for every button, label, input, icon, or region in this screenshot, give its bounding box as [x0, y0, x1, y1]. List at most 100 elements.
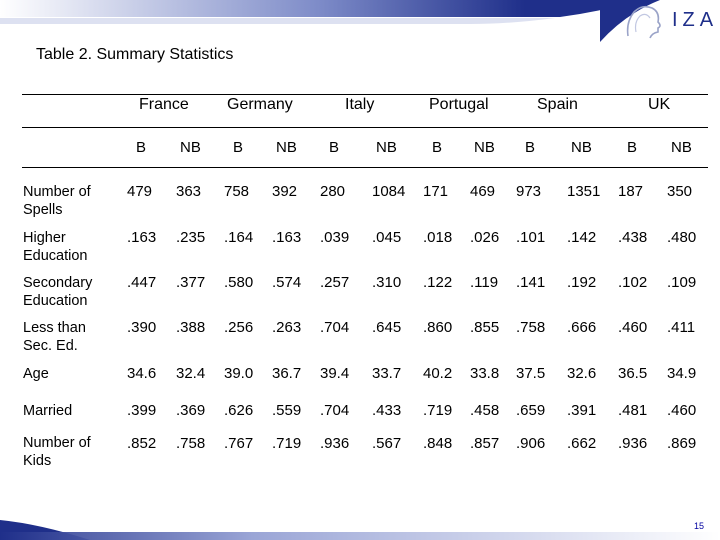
table-cell: .704 — [320, 319, 350, 336]
table-cell: 40.2 — [423, 365, 453, 382]
table-cell: 34.9 — [667, 365, 697, 382]
country-header: Germany — [227, 96, 293, 113]
table-cell: .460 — [667, 402, 697, 419]
table-cell: .860 — [423, 319, 453, 336]
table-cell: .018 — [423, 229, 453, 246]
table-cell: 479 — [127, 183, 153, 200]
row-label: Higher Education — [23, 229, 123, 265]
table-cell: .480 — [667, 229, 697, 246]
table-cell: 32.4 — [176, 365, 206, 382]
row-label-line: Sec. Ed. — [23, 338, 78, 354]
row-label-line: Number of — [23, 184, 91, 200]
table-cell: .377 — [176, 274, 206, 291]
top-banner — [0, 0, 720, 42]
row-label-line: Education — [23, 293, 88, 309]
table-cell: 39.0 — [224, 365, 254, 382]
table-cell: .767 — [224, 435, 254, 452]
row-label-line: Kids — [23, 453, 52, 469]
table-cell: 469 — [470, 183, 496, 200]
iza-logo-icon — [626, 5, 661, 39]
row-label-line: Education — [23, 248, 88, 264]
column-subheader: NB — [376, 139, 397, 156]
table-cell: .869 — [667, 435, 697, 452]
table-cell: .758 — [516, 319, 546, 336]
row-label: Age — [23, 365, 123, 383]
table-cell: .645 — [372, 319, 402, 336]
table-cell: 973 — [516, 183, 542, 200]
table-cell: 171 — [423, 183, 449, 200]
table-cell: .662 — [567, 435, 597, 452]
table-cell: .704 — [320, 402, 350, 419]
table-cell: 392 — [272, 183, 298, 200]
table-cell: .399 — [127, 402, 157, 419]
row-label: Less than Sec. Ed. — [23, 319, 123, 355]
row-label-line: Age — [23, 366, 49, 382]
row-label-line: Number of — [23, 435, 91, 451]
table-cell: .369 — [176, 402, 206, 419]
table-cell: 36.5 — [618, 365, 648, 382]
table-cell: .906 — [516, 435, 546, 452]
table-cell: .852 — [127, 435, 157, 452]
table-cell: .164 — [224, 229, 254, 246]
column-subheader: NB — [571, 139, 592, 156]
table-cell: .388 — [176, 319, 206, 336]
table-cell: .310 — [372, 274, 402, 291]
table-cell: 37.5 — [516, 365, 546, 382]
table-cell: 32.6 — [567, 365, 597, 382]
table-cell: .141 — [516, 274, 546, 291]
table-cell: .666 — [567, 319, 597, 336]
table-cell: .235 — [176, 229, 206, 246]
table-cell: 363 — [176, 183, 202, 200]
table-cell: .026 — [470, 229, 500, 246]
table-cell: 187 — [618, 183, 644, 200]
table-cell: .433 — [372, 402, 402, 419]
table-cell: .719 — [272, 435, 302, 452]
table-cell: 36.7 — [272, 365, 302, 382]
table-cell: .719 — [423, 402, 453, 419]
table-cell: .848 — [423, 435, 453, 452]
table-cell: .045 — [372, 229, 402, 246]
slide-number: 15 — [693, 521, 704, 531]
logo-text: IZA — [672, 9, 719, 31]
column-subheader: B — [329, 139, 340, 156]
column-subheader: NB — [276, 139, 297, 156]
row-label: Married — [23, 402, 123, 420]
column-subheader: B — [432, 139, 443, 156]
table-cell: .102 — [618, 274, 648, 291]
table-cell: .039 — [320, 229, 350, 246]
row-label-line: Spells — [23, 202, 63, 218]
country-header: France — [139, 96, 189, 113]
country-header: Spain — [537, 96, 578, 113]
table-cell: .391 — [567, 402, 597, 419]
table-cell: .574 — [272, 274, 302, 291]
table-cell: 33.7 — [372, 365, 402, 382]
table-cell: 34.6 — [127, 365, 157, 382]
column-subheader: NB — [180, 139, 201, 156]
table-cell: .163 — [127, 229, 157, 246]
row-label: Number of Spells — [23, 183, 123, 219]
page-title: Table 2. Summary Statistics — [36, 46, 234, 63]
table-cell: .163 — [272, 229, 302, 246]
row-label: Number of Kids — [23, 434, 123, 470]
header-rule-1 — [22, 127, 708, 128]
table-cell: 280 — [320, 183, 346, 200]
table-cell: .857 — [470, 435, 500, 452]
table-cell: .758 — [176, 435, 206, 452]
column-subheader: B — [233, 139, 244, 156]
row-label-line: Higher — [23, 230, 66, 246]
table-cell: .626 — [224, 402, 254, 419]
table-cell: .192 — [567, 274, 597, 291]
table-cell: .411 — [667, 319, 696, 336]
table-cell: .559 — [272, 402, 302, 419]
table-cell: .438 — [618, 229, 648, 246]
row-label-line: Secondary — [23, 275, 93, 291]
column-subheader: B — [627, 139, 638, 156]
country-header: Portugal — [429, 96, 489, 113]
table-cell: .458 — [470, 402, 500, 419]
table-cell: .122 — [423, 274, 453, 291]
bottom-banner — [0, 520, 720, 540]
table-cell: 350 — [667, 183, 693, 200]
header-rule-2 — [22, 167, 708, 168]
table-cell: 1351 — [567, 183, 601, 200]
column-subheader: B — [136, 139, 147, 156]
